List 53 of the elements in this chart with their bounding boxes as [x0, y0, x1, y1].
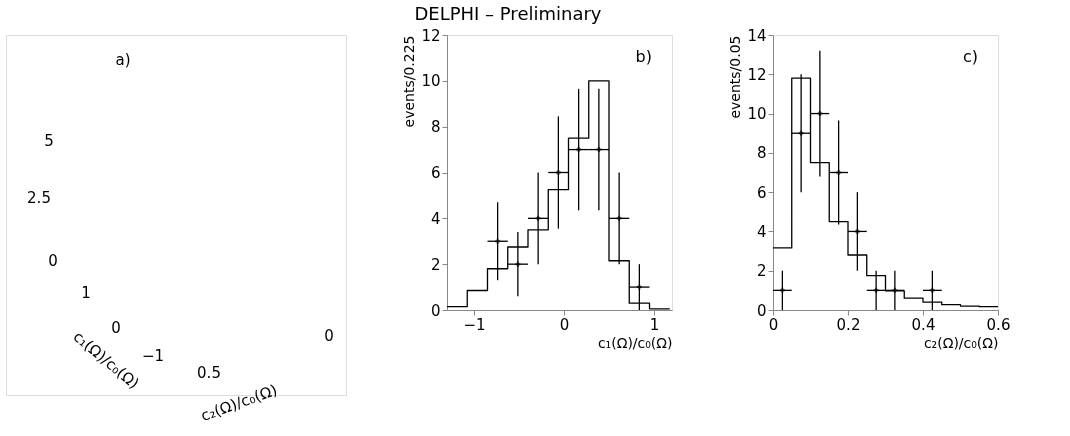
y-tick-label: 8 [430, 118, 441, 137]
x-tick-label: 0.6 [986, 315, 1011, 334]
point [636, 284, 642, 290]
text: −1 [141, 347, 165, 365]
x-tick-label: 0.4 [911, 315, 936, 334]
point [854, 228, 860, 234]
annotation: b) [635, 47, 652, 66]
y-tick-label: 10 [421, 72, 441, 91]
x-tick-label: 0.2 [836, 315, 861, 334]
text: 0.5 [197, 364, 221, 382]
point [892, 287, 898, 293]
x-axis-title: c₁(Ω)/c₀(Ω) [597, 334, 673, 351]
text: a) [115, 51, 131, 69]
point [779, 287, 785, 293]
point [616, 215, 622, 221]
point [576, 147, 582, 153]
y-tick-label: 4 [756, 222, 767, 241]
y-tick-label: 10 [747, 105, 767, 124]
point [596, 147, 602, 153]
point [495, 238, 501, 244]
point [515, 261, 521, 267]
annotation: c) [962, 47, 978, 66]
y-tick-label: 4 [430, 209, 441, 228]
y-tick-label: 8 [756, 144, 767, 163]
point [535, 215, 541, 221]
y-tick-label: 0 [756, 301, 767, 320]
point [817, 111, 823, 117]
text: DELPHI – Preliminary [414, 2, 602, 24]
point [798, 130, 804, 136]
y-tick-label: 14 [747, 26, 767, 45]
text: 5 [44, 132, 54, 150]
y-tick-label: 12 [421, 26, 441, 45]
point [929, 287, 935, 293]
y-tick-label: 2 [430, 255, 441, 274]
x-axis-title: c₂(Ω)/c₀(Ω) [923, 334, 999, 351]
y-tick-label: 12 [747, 65, 767, 84]
point [555, 170, 561, 175]
text: 2.5 [27, 189, 51, 207]
x-tick-label: 0 [559, 315, 570, 334]
y-tick-label: 6 [756, 183, 767, 202]
text: 0 [48, 252, 58, 270]
text: 0 [324, 327, 334, 345]
x-tick-label: −1 [463, 315, 486, 334]
text: 1 [81, 284, 91, 302]
x-tick-label: 0 [768, 315, 779, 334]
y-tick-label: 0 [430, 301, 441, 320]
point [873, 287, 879, 293]
y-tick-label: 2 [756, 262, 767, 281]
y-tick-label: 6 [430, 164, 441, 182]
y-axis-title: events/0.05 [727, 35, 744, 119]
x-tick-label: 1 [649, 315, 660, 334]
y-axis-title: events/0.225 [401, 35, 418, 128]
point [836, 170, 842, 175]
